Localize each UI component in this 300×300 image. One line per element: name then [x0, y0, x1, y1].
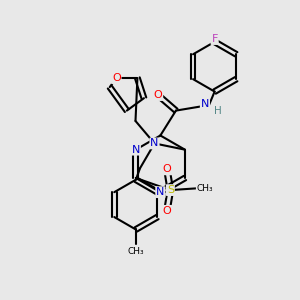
- Text: N: N: [156, 187, 165, 197]
- Text: F: F: [212, 34, 218, 44]
- Text: S: S: [167, 185, 174, 195]
- Text: CH₃: CH₃: [128, 247, 144, 256]
- Text: H: H: [214, 106, 222, 116]
- Text: N: N: [201, 99, 209, 110]
- Text: N: N: [150, 138, 159, 148]
- Text: N: N: [132, 145, 140, 155]
- Text: O: O: [163, 206, 171, 216]
- Text: O: O: [154, 90, 162, 100]
- Text: O: O: [163, 164, 171, 174]
- Text: CH₃: CH₃: [196, 184, 213, 193]
- Text: O: O: [112, 73, 121, 83]
